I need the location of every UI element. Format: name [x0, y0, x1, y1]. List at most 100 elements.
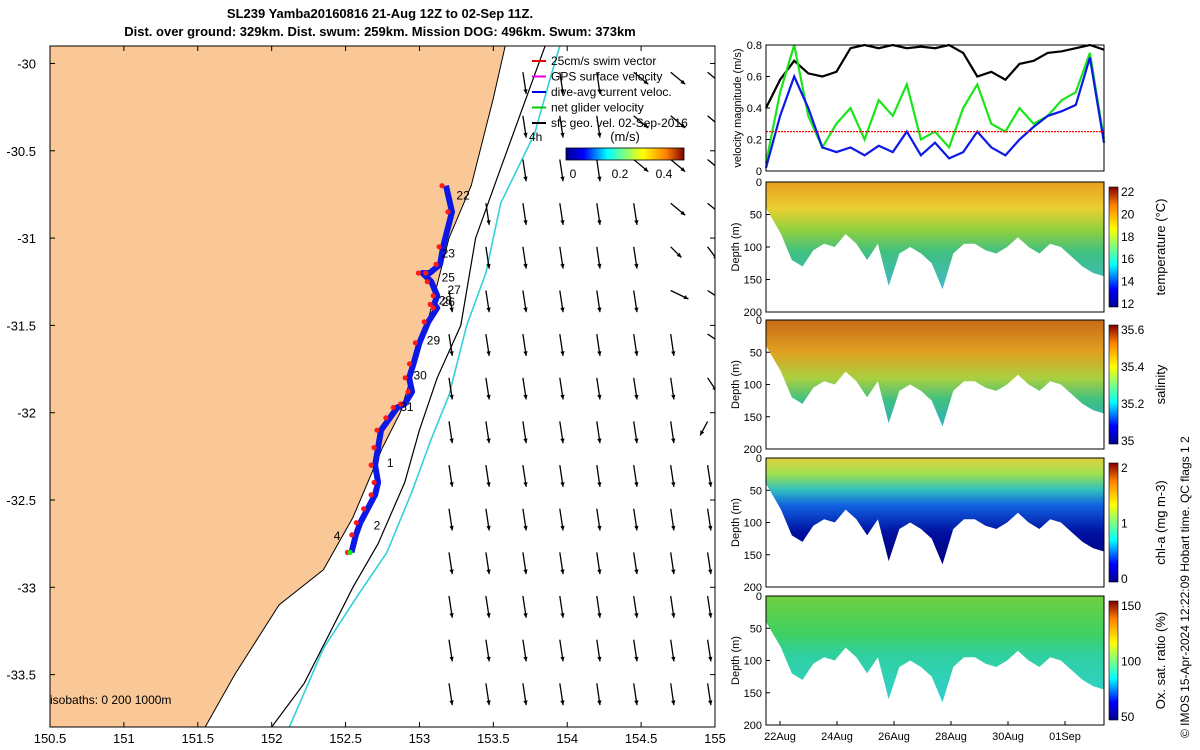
current-arrowhead: [486, 482, 491, 487]
colorbar-tick-label: 20: [1121, 207, 1135, 221]
current-arrowhead: [486, 569, 491, 575]
colorbar-tick-label: 50: [1121, 710, 1135, 724]
y-tick-label: -33.5: [6, 668, 36, 683]
current-arrowhead: [671, 394, 676, 400]
current-arrowhead: [597, 394, 602, 400]
velocity-y-tick-label: 0.4: [747, 103, 762, 115]
current-arrowhead: [680, 123, 686, 128]
section-fill: [766, 596, 1104, 703]
figure-title-line2: Dist. over ground: 329km. Dist. swum: 25…: [124, 24, 636, 39]
current-arrowhead: [486, 263, 491, 269]
section-y-tick-label: 200: [744, 444, 762, 456]
swim-vector-marker: [412, 340, 418, 346]
section-colorbar: [1108, 186, 1119, 308]
velocity-series-line: [765, 43, 1105, 109]
figure-title-line1: SL239 Yamba20160816 21-Aug 12Z to 02-Sep…: [226, 6, 534, 21]
current-arrowhead: [671, 613, 676, 618]
current-arrowhead: [708, 656, 713, 662]
swim-vector-marker: [406, 361, 413, 367]
velocity-y-tick-label: 0.8: [747, 40, 762, 52]
day-label: 26: [442, 295, 456, 309]
isobath-note: isobaths: 0 200 1000m: [50, 693, 171, 707]
current-arrowhead: [597, 263, 602, 269]
current-arrowhead: [597, 700, 602, 706]
day-label: 29: [427, 334, 441, 348]
legend-label: sfc geo. vel. 02-Sep-2016: [551, 116, 688, 130]
current-arrow: [707, 246, 715, 258]
day-label: 27: [448, 283, 462, 297]
current-arrowhead: [449, 394, 454, 400]
swim-vector-marker: [371, 445, 377, 451]
section-y-label: Depth (m): [730, 498, 742, 547]
isobath-1000m-line: [288, 46, 561, 727]
current-arrowhead: [597, 613, 602, 618]
current-arrowhead: [523, 176, 528, 182]
legend-label: GPS surface velocity: [551, 70, 662, 84]
section-fill: [766, 320, 1104, 427]
section-y-tick-label: 0: [756, 453, 762, 465]
day-label: 22: [456, 189, 470, 203]
current-arrowhead: [671, 351, 676, 356]
x-tick-label: 154.5: [625, 731, 658, 746]
section-y-tick-label: 200: [744, 582, 762, 594]
section-panel: 0 50 100 150 200 Depth (m) 50 100 150 Ox. sat. ra…: [730, 591, 1168, 732]
current-arrowhead: [523, 263, 528, 269]
x-tick-label: 152.5: [329, 731, 362, 746]
x-tick-label: 150.5: [34, 731, 67, 746]
swim-vector-marker: [436, 244, 442, 250]
section-colorbar: [1108, 462, 1119, 583]
current-arrowhead: [449, 351, 454, 356]
current-arrowhead: [560, 132, 565, 138]
legend-label: 25cm/s swim vector: [551, 54, 656, 68]
day-label: 25: [442, 271, 456, 285]
current-arrowhead: [708, 569, 713, 575]
map-colorbar: [565, 147, 685, 161]
section-y-tick-label: 150: [744, 412, 762, 424]
current-arrowhead: [717, 123, 722, 128]
current-arrowhead: [449, 307, 454, 313]
current-arrowhead: [634, 482, 639, 487]
swim-vector-marker: [349, 532, 355, 538]
current-arrowhead: [597, 525, 602, 531]
current-arrowhead: [486, 438, 491, 444]
current-arrowhead: [597, 89, 602, 94]
colorbar-title: Ox. sat. ratio (%): [1153, 612, 1168, 710]
date-tick-label: 26Aug: [878, 731, 910, 743]
current-arrowhead: [486, 700, 491, 706]
section-y-tick-label: 100: [744, 380, 762, 392]
colorbar-tick: 0.4: [656, 167, 673, 181]
swim-vector-marker: [390, 404, 396, 411]
current-arrowhead: [717, 167, 722, 172]
section-y-tick-label: 50: [750, 347, 762, 359]
current-arrowhead: [597, 438, 602, 444]
current-arrowhead: [560, 351, 565, 356]
current-arrowhead: [486, 394, 491, 400]
current-arrowhead: [560, 307, 565, 313]
swim-vector-marker: [353, 520, 359, 526]
land-area: [50, 46, 506, 727]
current-arrowhead: [597, 132, 602, 138]
map-frame: [49, 45, 716, 728]
swim-vector-marker: [433, 261, 439, 267]
current-arrowhead: [671, 569, 676, 575]
day-label: 1: [387, 456, 394, 470]
current-arrow: [707, 289, 715, 297]
velocity-y-label: velocity magnitude (m/s): [732, 48, 744, 167]
current-arrowhead: [643, 79, 649, 85]
current-arrowhead: [523, 351, 528, 356]
x-tick-label: 154: [556, 731, 578, 746]
current-arrowhead: [523, 132, 528, 138]
section-y-tick-label: 50: [750, 623, 762, 635]
colorbar-title: salinity: [1153, 364, 1168, 404]
current-arrowhead: [708, 700, 713, 706]
velocity-plot-bg: [766, 45, 1104, 171]
colorbar-tick-label: 14: [1121, 275, 1135, 289]
current-arrowhead: [717, 211, 722, 216]
current-arrowhead: [708, 613, 713, 618]
current-arrowhead: [449, 613, 454, 618]
section-y-label: Depth (m): [730, 360, 742, 409]
current-arrowhead: [597, 220, 602, 225]
date-tick-label: 01Sep: [1049, 731, 1081, 743]
current-arrowhead: [597, 656, 602, 662]
